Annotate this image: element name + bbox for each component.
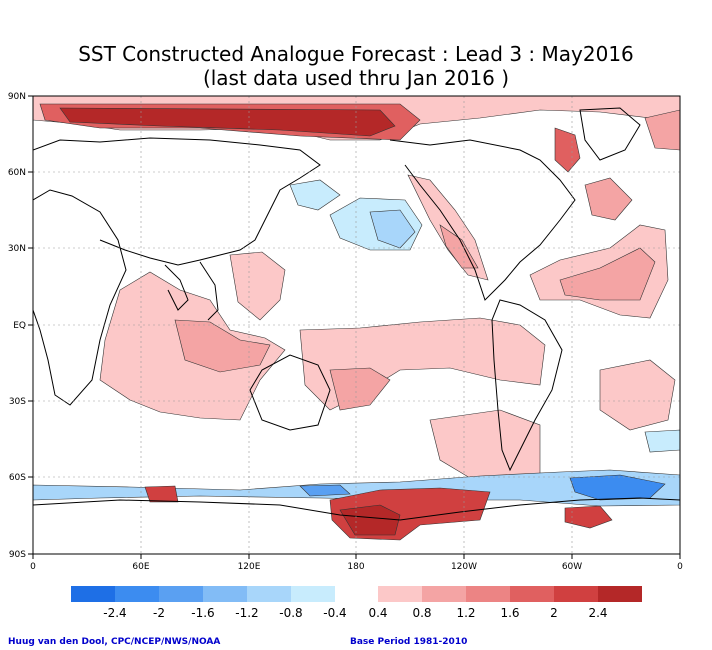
longitude-labels: 0 60E 120E 180 120W 60W 0: [30, 562, 683, 572]
colorbar-label-pos: 2: [550, 606, 558, 620]
colorbar: -2.4 -2 -1.6 -1.2 -0.8 -0.4 0.4 0.8 1.2 …: [71, 586, 642, 620]
colorbar-label-pos: 2.4: [588, 606, 607, 620]
colorbar-swatch-neg: [203, 586, 247, 602]
graticule: [33, 96, 680, 554]
colorbar-label-pos: 1.2: [456, 606, 475, 620]
anomaly-warm-south-atlantic: [599, 359, 676, 431]
anomaly-cold-bering: [289, 179, 341, 211]
colorbar-label-pos: 1.6: [500, 606, 519, 620]
anomaly-cold-ross: [299, 484, 351, 497]
colorbar-swatch-neg: [71, 586, 115, 602]
anomaly-warm-weddell-patch: [564, 505, 613, 529]
anomaly-warm-indian-core: [174, 319, 271, 373]
lon-label: 120E: [238, 562, 261, 572]
colorbar-swatch-pos: [466, 586, 510, 602]
lon-label: 0: [677, 562, 683, 572]
lon-label: 60E: [132, 562, 149, 572]
lon-label: 0: [30, 562, 36, 572]
lat-label: 90S: [9, 550, 26, 560]
lat-label: 90N: [8, 92, 26, 102]
anomaly-cold-north-pacific-core: [369, 209, 416, 249]
colorbar-label-neg: -1.6: [191, 606, 214, 620]
colorbar-label-neg: -0.8: [279, 606, 302, 620]
footer-credit: Huug van den Dool, CPC/NCEP/NWS/NOAA: [8, 637, 221, 647]
title-line-1: SST Constructed Analogue Forecast : Lead…: [78, 42, 634, 66]
colorbar-swatch-pos: [422, 586, 466, 602]
lon-label: 180: [347, 562, 364, 572]
colorbar-label-neg: -2.4: [103, 606, 126, 620]
colorbar-swatch-neg: [159, 586, 203, 602]
latitude-labels: 90N 60N 30N EQ 30S 60S 90S: [8, 92, 26, 560]
anomaly-cold-south-atlantic: [644, 429, 680, 453]
footer-base-period: Base Period 1981-2010: [350, 637, 468, 647]
sst-anomaly-map: 90N 60N 30N EQ 30S 60S 90S 0 60E 120E 18…: [8, 92, 683, 620]
lat-label: 30N: [8, 244, 26, 254]
anomaly-warm-north-atlantic: [584, 177, 633, 221]
colorbar-label-pos: 0.4: [368, 606, 387, 620]
colorbar-swatch-pos: [510, 586, 554, 602]
anomaly-cold-southern-ocean: [33, 469, 680, 507]
title-line-2: (last data used thru Jan 2016 ): [202, 66, 510, 90]
lat-label: 60S: [9, 473, 26, 483]
colorbar-label-neg: -0.4: [323, 606, 346, 620]
anomaly-warm-western-pacific: [229, 251, 286, 321]
colorbar-swatch-pos: [598, 586, 642, 602]
map-plot-area: [33, 96, 680, 554]
colorbar-swatch-pos: [554, 586, 598, 602]
coastlines: [33, 107, 680, 521]
lon-label: 120W: [451, 562, 477, 572]
anomaly-warm-arctic-peak: [59, 107, 396, 137]
colorbar-label-neg: -2: [153, 606, 165, 620]
lon-label: 60W: [562, 562, 582, 572]
anomaly-warm-south-pacific-core: [329, 367, 391, 411]
anomaly-warm-labrador: [554, 127, 581, 173]
colorbar-swatch-neg: [291, 586, 335, 602]
colorbar-swatch-neg: [247, 586, 291, 602]
axis-ticks: [28, 95, 681, 559]
colorbar-label-pos: 0.8: [412, 606, 431, 620]
anomaly-warm-greenland: [644, 109, 680, 151]
colorbar-swatch-pos: [378, 586, 422, 602]
colorbar-label-neg: -1.2: [235, 606, 258, 620]
colorbar-swatch-neg: [115, 586, 159, 602]
anomaly-warm-southern-indian: [144, 485, 179, 503]
lat-label: 30S: [9, 397, 26, 407]
anomaly-warm-amundsen-peak: [339, 504, 401, 536]
lat-label: 60N: [8, 168, 26, 178]
lat-label: EQ: [13, 321, 26, 331]
anomaly-warm-atlantic-core: [559, 247, 656, 301]
